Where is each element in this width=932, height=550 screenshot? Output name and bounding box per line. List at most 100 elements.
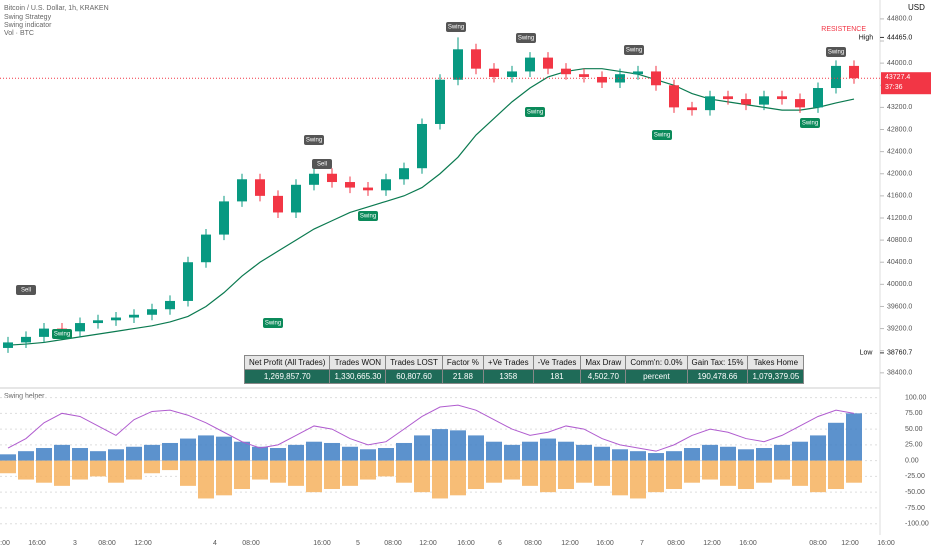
osc-bar bbox=[342, 460, 358, 486]
y-tick-label: 75.00 bbox=[905, 410, 923, 417]
sell-label: Sell bbox=[317, 162, 327, 168]
osc-bar bbox=[360, 449, 376, 461]
candle-body bbox=[3, 342, 13, 348]
candle-body bbox=[687, 107, 697, 111]
table-cell: 4,502.70 bbox=[580, 369, 627, 384]
osc-bar bbox=[666, 451, 682, 461]
candle-body bbox=[93, 320, 103, 324]
y-tick-label: 42400.0 bbox=[887, 148, 912, 155]
osc-bar bbox=[288, 444, 304, 461]
y-tick-label: 42800.0 bbox=[887, 126, 912, 133]
candle-body bbox=[507, 71, 517, 77]
osc-bar bbox=[720, 460, 736, 486]
osc-bar bbox=[594, 460, 610, 486]
osc-bar bbox=[378, 460, 394, 477]
y-tick-label: 40800.0 bbox=[887, 237, 912, 244]
osc-bar bbox=[702, 460, 718, 480]
osc-bar bbox=[0, 460, 16, 474]
candle-body bbox=[741, 99, 751, 105]
candle-body bbox=[417, 123, 427, 169]
resistance-label: RESISTENCE bbox=[821, 26, 866, 33]
candle-body bbox=[309, 173, 319, 185]
marker-value: 38760.7 bbox=[887, 350, 912, 357]
y-tick-label: 38400.0 bbox=[887, 370, 912, 377]
osc-bar bbox=[198, 435, 214, 461]
marker-bg bbox=[884, 31, 932, 44]
table-cell: 21.88 bbox=[441, 369, 484, 384]
label-bg bbox=[52, 329, 72, 339]
x-tick-label: 6 bbox=[498, 540, 502, 547]
osc-bar bbox=[468, 460, 484, 490]
candle-body bbox=[795, 99, 805, 108]
candle-body bbox=[201, 234, 211, 263]
candle-body bbox=[345, 182, 355, 188]
swing-label: Swing bbox=[518, 36, 534, 42]
osc-bar bbox=[702, 444, 718, 461]
x-tick-label: 16:00 bbox=[596, 540, 614, 547]
candle-body bbox=[543, 57, 553, 69]
osc-bar bbox=[738, 449, 754, 461]
y-tick-label: -75.00 bbox=[905, 505, 925, 512]
table-cell: 190,478.66 bbox=[686, 369, 749, 384]
swing-label: Swing bbox=[448, 25, 464, 31]
sell-label: Sell bbox=[21, 288, 31, 294]
x-tick-label: 5 bbox=[356, 540, 360, 547]
candle-body bbox=[777, 96, 787, 100]
osc-bar bbox=[396, 460, 412, 483]
osc-bar bbox=[504, 444, 520, 461]
osc-bar bbox=[36, 460, 52, 483]
osc-bar bbox=[252, 460, 268, 480]
osc-bar bbox=[630, 460, 646, 499]
osc-bar bbox=[450, 430, 466, 461]
osc-bar bbox=[810, 435, 826, 461]
osc-bar bbox=[522, 441, 538, 461]
osc-bar bbox=[630, 451, 646, 461]
label-bg bbox=[624, 45, 644, 55]
countdown: 37:36 bbox=[885, 84, 903, 91]
osc-bar bbox=[612, 460, 628, 496]
swing-label: Swing bbox=[828, 50, 844, 56]
osc-bar bbox=[72, 448, 88, 461]
label-bg bbox=[446, 22, 466, 32]
candle-body bbox=[363, 187, 373, 191]
swing-label: Swing bbox=[654, 133, 670, 139]
label-bg bbox=[652, 130, 672, 140]
osc-bar bbox=[432, 429, 448, 461]
y-tick-label: 41600.0 bbox=[887, 193, 912, 200]
osc-bar bbox=[486, 460, 502, 483]
osc-bar bbox=[486, 441, 502, 461]
x-tick-label: 4 bbox=[213, 540, 217, 547]
y-tick-label: 39200.0 bbox=[887, 325, 912, 332]
swing-label: Swing bbox=[626, 48, 642, 54]
osc-bar bbox=[792, 460, 808, 486]
candle-body bbox=[453, 49, 463, 80]
osc-bar bbox=[126, 460, 142, 480]
osc-bar bbox=[846, 413, 862, 461]
x-tick-label: 3 bbox=[73, 540, 77, 547]
x-tick-label: 16:00 bbox=[313, 540, 331, 547]
last-price: 43727.4 bbox=[885, 74, 910, 81]
label-bg bbox=[358, 211, 378, 221]
swing-label: Swing bbox=[265, 321, 281, 327]
osc-bar bbox=[594, 446, 610, 461]
marker-value: 44465.0 bbox=[887, 34, 912, 41]
label-bg bbox=[826, 47, 846, 57]
x-tick-label: 12:00 bbox=[703, 540, 721, 547]
x-tick-label: :00 bbox=[0, 540, 10, 547]
osc-bar bbox=[558, 460, 574, 490]
candle-body bbox=[723, 96, 733, 100]
osc-bar bbox=[216, 436, 232, 461]
osc-bar bbox=[792, 441, 808, 461]
table-cell: Max Draw bbox=[580, 355, 627, 370]
osc-bar bbox=[36, 448, 52, 461]
candle-body bbox=[39, 328, 49, 337]
osc-bar bbox=[828, 422, 844, 461]
osc-bar bbox=[234, 441, 250, 461]
indicator: Swing Strategy bbox=[4, 14, 52, 21]
candle-body bbox=[651, 71, 661, 86]
osc-bar bbox=[162, 442, 178, 461]
osc-bar bbox=[108, 449, 124, 461]
osc-bar bbox=[306, 441, 322, 461]
